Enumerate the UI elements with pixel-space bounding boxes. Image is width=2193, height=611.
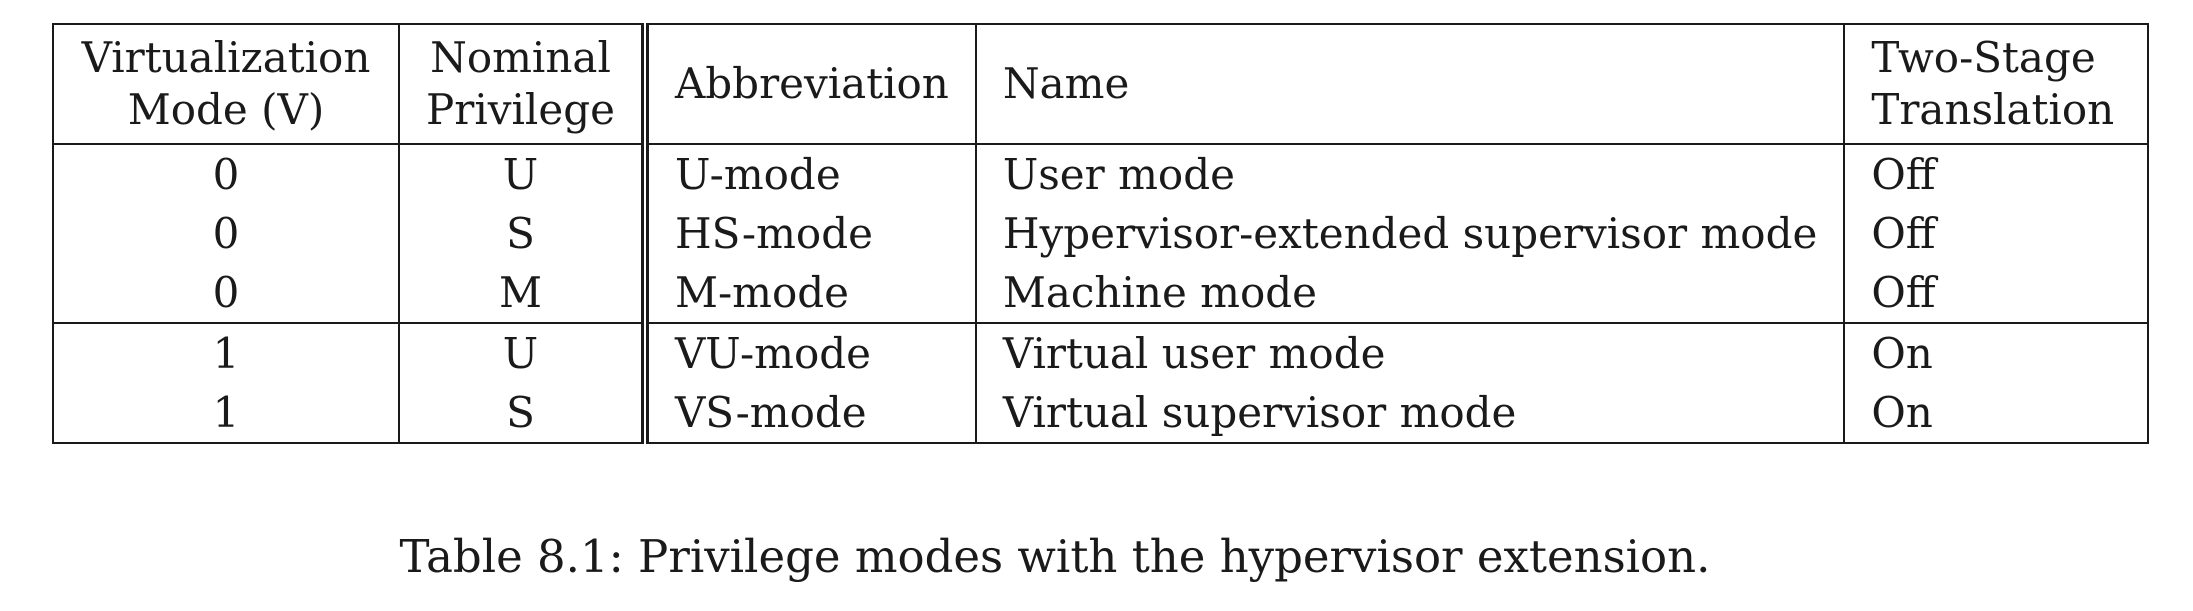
cell-name: Machine mode xyxy=(974,263,1846,323)
header-virtualization-mode-line1: Virtualization xyxy=(81,33,371,82)
table-row: 1 S VS-mode Virtual supervisor mode On xyxy=(52,383,2150,443)
header-abbreviation: Abbreviation xyxy=(640,24,977,144)
table-row: 0 S HS-mode Hypervisor-extended supervis… xyxy=(52,204,2150,263)
cell-nominal-privilege: S xyxy=(398,383,646,443)
table-group-virtualized: 1 U VU-mode Virtual user mode On 1 S VS-… xyxy=(52,323,2150,443)
cell-abbreviation: U-mode xyxy=(640,144,977,204)
header-virtualization-mode-line2: Mode (V) xyxy=(127,85,325,134)
header-nominal-privilege-line1: Nominal xyxy=(430,33,611,82)
cell-virtualization-mode: 0 xyxy=(52,204,400,263)
header-virtualization-mode: Virtualization Mode (V) xyxy=(52,24,400,144)
cell-two-stage-translation: Off xyxy=(1843,144,2150,204)
header-row: Virtualization Mode (V) Nominal Privileg… xyxy=(52,24,2150,144)
cell-name: Virtual user mode xyxy=(974,323,1846,383)
cell-abbreviation: VS-mode xyxy=(640,383,977,443)
header-two-stage-translation: Two-Stage Translation xyxy=(1843,24,2150,144)
table-header: Virtualization Mode (V) Nominal Privileg… xyxy=(52,24,2150,144)
privilege-modes-table-wrapper: Virtualization Mode (V) Nominal Privileg… xyxy=(52,23,2150,444)
privilege-modes-table: Virtualization Mode (V) Nominal Privileg… xyxy=(52,23,2150,444)
cell-nominal-privilege: U xyxy=(398,323,646,383)
cell-name: Hypervisor-extended supervisor mode xyxy=(974,204,1846,263)
header-name: Name xyxy=(974,24,1846,144)
header-nominal-privilege-line2: Privilege xyxy=(426,85,615,134)
cell-two-stage-translation: Off xyxy=(1843,263,2150,323)
cell-nominal-privilege: U xyxy=(398,144,646,204)
cell-virtualization-mode: 0 xyxy=(52,144,400,204)
cell-nominal-privilege: S xyxy=(398,204,646,263)
cell-two-stage-translation: On xyxy=(1843,383,2150,443)
cell-virtualization-mode: 1 xyxy=(52,383,400,443)
cell-abbreviation: M-mode xyxy=(640,263,977,323)
table-caption: Table 8.1: Privilege modes with the hype… xyxy=(399,530,1711,583)
cell-nominal-privilege: M xyxy=(398,263,646,323)
header-nominal-privilege: Nominal Privilege xyxy=(398,24,646,144)
cell-abbreviation: HS-mode xyxy=(640,204,977,263)
cell-two-stage-translation: On xyxy=(1843,323,2150,383)
cell-virtualization-mode: 1 xyxy=(52,323,400,383)
cell-virtualization-mode: 0 xyxy=(52,263,400,323)
table-row: 0 M M-mode Machine mode Off xyxy=(52,263,2150,323)
cell-abbreviation: VU-mode xyxy=(640,323,977,383)
header-two-stage-line1: Two-Stage xyxy=(1871,33,2096,82)
table-group-non-virtualized: 0 U U-mode User mode Off 0 S HS-mode Hyp… xyxy=(52,144,2150,323)
cell-two-stage-translation: Off xyxy=(1843,204,2150,263)
cell-name: User mode xyxy=(974,144,1846,204)
table-row: 0 U U-mode User mode Off xyxy=(52,144,2150,204)
table-row: 1 U VU-mode Virtual user mode On xyxy=(52,323,2150,383)
header-two-stage-line2: Translation xyxy=(1871,85,2115,134)
cell-name: Virtual supervisor mode xyxy=(974,383,1846,443)
